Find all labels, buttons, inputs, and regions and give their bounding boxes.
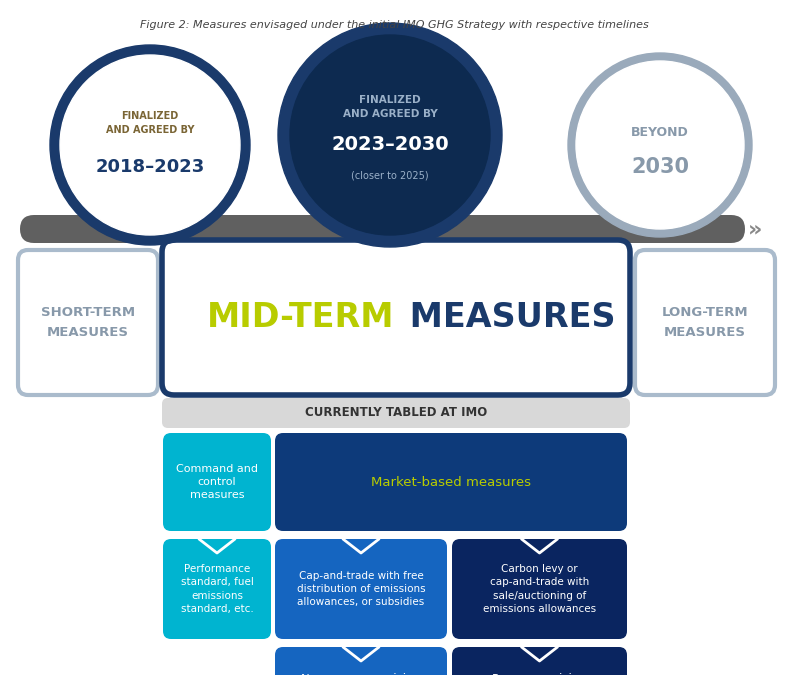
Text: Market-based measures: Market-based measures bbox=[371, 475, 531, 489]
Text: FINALIZED
AND AGREED BY: FINALIZED AND AGREED BY bbox=[106, 111, 194, 135]
FancyBboxPatch shape bbox=[452, 647, 627, 675]
FancyBboxPatch shape bbox=[635, 250, 775, 395]
FancyBboxPatch shape bbox=[275, 433, 627, 531]
Circle shape bbox=[278, 23, 502, 247]
Circle shape bbox=[290, 35, 490, 235]
Text: Carbon levy or
cap-and-trade with
sale/auctioning of
emissions allowances: Carbon levy or cap-and-trade with sale/a… bbox=[483, 564, 596, 614]
Text: Cap-and-trade with free
distribution of emissions
allowances, or subsidies: Cap-and-trade with free distribution of … bbox=[297, 571, 425, 608]
FancyBboxPatch shape bbox=[275, 539, 447, 639]
Circle shape bbox=[50, 45, 250, 245]
FancyBboxPatch shape bbox=[452, 539, 627, 639]
Text: Command and
control
measures: Command and control measures bbox=[176, 464, 258, 500]
Text: BEYOND: BEYOND bbox=[631, 126, 689, 140]
FancyBboxPatch shape bbox=[162, 240, 630, 395]
Circle shape bbox=[568, 53, 752, 237]
FancyBboxPatch shape bbox=[163, 539, 271, 639]
Circle shape bbox=[60, 55, 240, 235]
FancyBboxPatch shape bbox=[163, 433, 271, 531]
Text: LONG-TERM
MEASURES: LONG-TERM MEASURES bbox=[662, 306, 748, 338]
Text: Non-revenue raising: Non-revenue raising bbox=[301, 673, 421, 675]
Text: Performance
standard, fuel
emissions
standard, etc.: Performance standard, fuel emissions sta… bbox=[181, 564, 253, 614]
Circle shape bbox=[576, 61, 744, 229]
Text: Revenue-raising: Revenue-raising bbox=[492, 673, 588, 675]
Text: 2018–2023: 2018–2023 bbox=[95, 158, 204, 176]
Text: (closer to 2025): (closer to 2025) bbox=[351, 170, 428, 180]
FancyBboxPatch shape bbox=[18, 250, 158, 395]
Text: MID-TERM: MID-TERM bbox=[207, 301, 394, 334]
FancyBboxPatch shape bbox=[162, 398, 630, 428]
FancyBboxPatch shape bbox=[20, 215, 745, 243]
Text: »: » bbox=[748, 219, 762, 239]
FancyBboxPatch shape bbox=[275, 647, 447, 675]
Text: SHORT-TERM
MEASURES: SHORT-TERM MEASURES bbox=[41, 306, 135, 338]
Text: MEASURES: MEASURES bbox=[398, 301, 615, 334]
Text: 2023–2030: 2023–2030 bbox=[331, 136, 449, 155]
Text: Figure 2: Measures envisaged under the initial IMO GHG Strategy with respective : Figure 2: Measures envisaged under the i… bbox=[140, 20, 649, 30]
Text: 2030: 2030 bbox=[631, 157, 689, 177]
Text: FINALIZED
AND AGREED BY: FINALIZED AND AGREED BY bbox=[342, 95, 437, 119]
Text: CURRENTLY TABLED AT IMO: CURRENTLY TABLED AT IMO bbox=[305, 406, 487, 419]
